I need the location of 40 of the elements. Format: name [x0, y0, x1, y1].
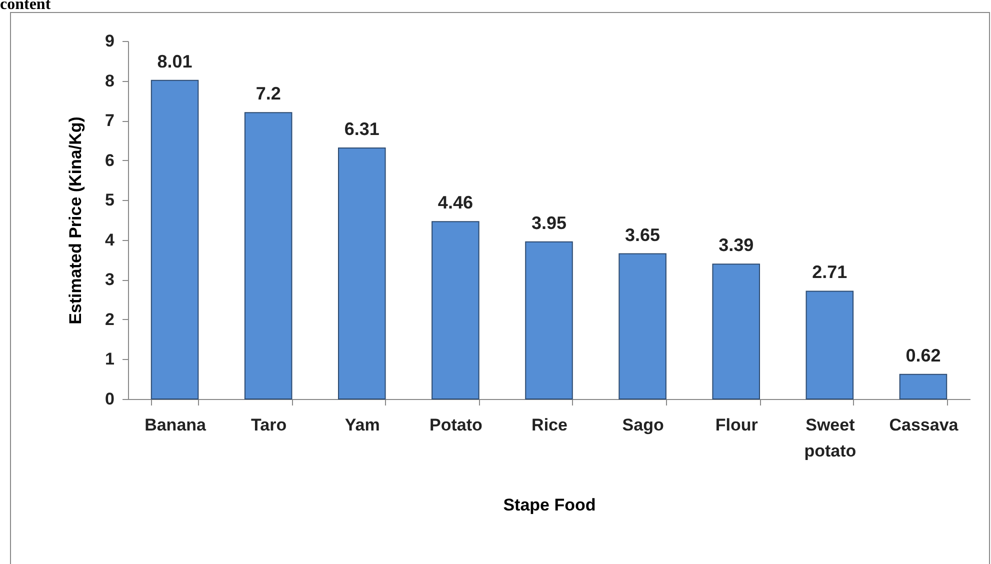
bar: [432, 221, 480, 400]
y-tick-label: 0: [105, 390, 114, 408]
y-tick-label: 9: [105, 32, 114, 50]
y-tick-label: 2: [105, 310, 114, 329]
x-tick-label: Flour: [715, 416, 758, 434]
x-tick-label: Cassava: [889, 416, 959, 434]
x-tick-label: Sweet potato: [804, 416, 856, 460]
bar: [899, 374, 948, 400]
y-tick-label: 6: [105, 150, 114, 170]
bar: [712, 264, 760, 400]
y-tick-label: 8: [105, 71, 114, 90]
bar: [618, 253, 666, 400]
data-label: 2.71: [812, 262, 848, 282]
bar: [244, 112, 292, 400]
x-tick-label: Taro: [251, 416, 287, 434]
bar: [338, 148, 386, 400]
data-label: 8.01: [157, 51, 192, 72]
x-tick-label: Sago: [622, 416, 664, 434]
x-tick-label: Rice: [532, 416, 568, 434]
data-label: 0.62: [906, 345, 941, 366]
x-tick-label: Yam: [344, 416, 380, 434]
x-axis-title: Stape Food: [503, 496, 596, 514]
bar: [150, 80, 199, 400]
data-label: 7.2: [256, 84, 281, 104]
x-tick-label: Banana: [144, 416, 207, 434]
y-tick-label: 5: [105, 190, 114, 210]
y-tick-label: 4: [105, 230, 116, 250]
y-tick-label: 3: [105, 270, 114, 290]
x-tick-label: Potato: [430, 416, 482, 434]
bar: [806, 290, 854, 400]
data-label: 3.65: [625, 224, 660, 245]
y-tick-label: 1: [105, 350, 114, 369]
y-axis-title: Estimated Price (Kina/Kg): [66, 116, 86, 324]
bar: [525, 241, 573, 400]
text: content: [0, 0, 51, 14]
data-label: 6.31: [344, 119, 380, 139]
data-label: 3.95: [531, 212, 567, 233]
y-tick-label: 7: [105, 111, 114, 130]
data-label: 4.46: [438, 192, 473, 213]
data-label: 3.39: [718, 235, 754, 256]
